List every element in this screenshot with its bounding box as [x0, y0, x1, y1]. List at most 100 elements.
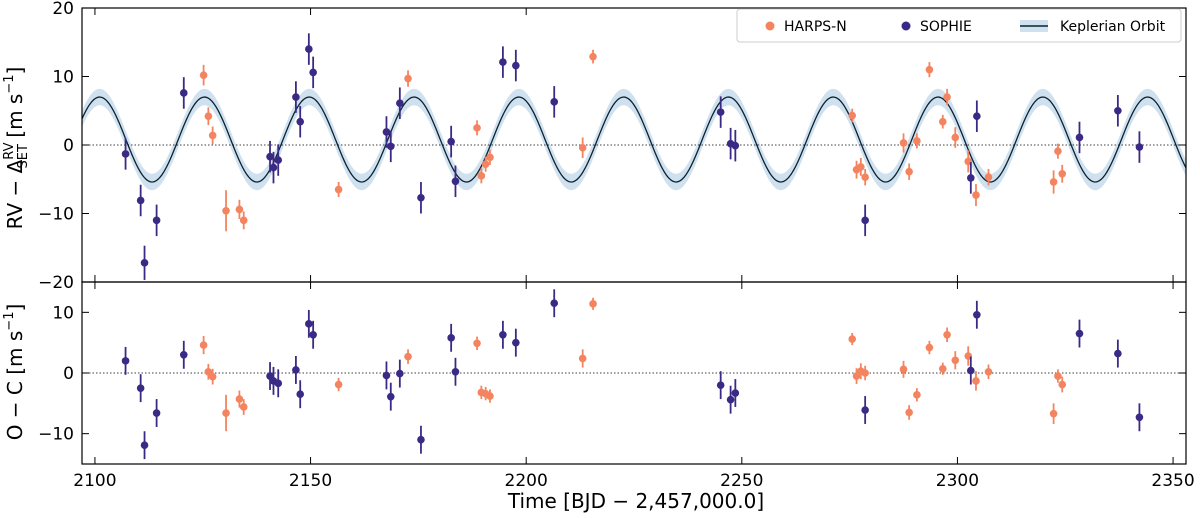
residual-harps-point: [239, 399, 248, 415]
residual-sophie-point: [1114, 339, 1122, 368]
rv-sophie-marker: [274, 156, 283, 164]
rv-sophie-point: [396, 87, 404, 119]
rv-harps-point: [1054, 143, 1062, 159]
rv-harps-marker: [404, 74, 412, 83]
x-axis-label: Time [BJD − 2,457,000.0]: [507, 489, 764, 513]
residual-sophie-point: [731, 379, 740, 407]
rv-sophie-point: [140, 245, 149, 280]
residual-sophie-marker: [1114, 349, 1122, 358]
residual-sophie-marker: [417, 435, 425, 444]
rv-harps-point: [199, 64, 208, 86]
residual-harps-marker: [208, 372, 217, 381]
rv-sophie-point: [731, 129, 740, 162]
rv-sophie-point: [973, 100, 981, 132]
rv-harps-marker: [486, 153, 494, 162]
rv-sophie-point: [1075, 121, 1084, 154]
rv-harps-point: [239, 211, 248, 230]
x-axis-ticks: 2100 2150 2200 2250 2300 2350: [73, 282, 1195, 491]
legend-orbit-label: Keplerian Orbit: [1060, 19, 1166, 35]
x-tick-label: 2200: [505, 471, 548, 491]
rv-y-tick-label: −20: [38, 273, 74, 293]
rv-sophie-marker: [121, 150, 130, 158]
residual-sophie-marker: [512, 338, 520, 347]
residual-harps-point: [972, 371, 980, 391]
rv-harps-point: [404, 70, 412, 87]
rv-sophie-point: [136, 184, 145, 217]
rv-sophie-point: [274, 144, 283, 176]
rv-sophie-point: [512, 49, 520, 82]
rv-sophie-point: [1114, 94, 1122, 127]
residual-sophie-point: [136, 374, 145, 403]
rv-sophie-point: [716, 96, 725, 128]
residual-harps-marker: [486, 392, 494, 400]
residual-harps-point: [404, 349, 412, 364]
rv-harps-point: [1058, 164, 1067, 183]
residual-harps-point: [578, 349, 587, 368]
rv-sophie-marker: [973, 112, 981, 121]
rv-sophie-marker: [396, 99, 404, 108]
rv-sophie-marker: [1114, 106, 1122, 115]
residual-sophie-point: [1135, 403, 1144, 432]
residual-sophie-marker: [382, 371, 391, 380]
rv-harps-point: [589, 49, 597, 64]
residual-harps-marker: [905, 408, 913, 417]
residual-sophie-point: [396, 359, 404, 388]
residual-sophie-point: [447, 323, 455, 352]
rv-data-points: [121, 33, 1144, 280]
residual-harps-marker: [239, 403, 248, 411]
residual-harps-marker: [589, 300, 597, 308]
residual-sophie-point: [296, 380, 305, 409]
residual-sophie-point: [512, 328, 520, 357]
keplerian-uncertainty-band: [82, 88, 1186, 191]
residual-harps-point: [473, 336, 481, 350]
rv-harps-point: [486, 149, 494, 165]
residual-harps-point: [905, 405, 913, 420]
rv-harps-point: [951, 127, 960, 148]
residual-sophie-point: [274, 369, 283, 398]
residual-y-tick-label: 10: [52, 303, 74, 323]
residual-sophie-marker: [731, 389, 740, 397]
residual-sophie-point: [861, 396, 869, 424]
rv-harps-marker: [938, 117, 947, 126]
residual-harps-point: [486, 389, 494, 403]
rv-sophie-marker: [1135, 143, 1144, 151]
rv-sophie-marker: [417, 193, 425, 202]
legend-sophie-label: SOPHIE: [920, 19, 972, 35]
rv-harps-point: [204, 107, 213, 126]
x-tick-label: 2300: [936, 471, 979, 491]
rv-harps-marker: [208, 131, 217, 140]
residual-harps-marker: [334, 380, 343, 389]
rv-harps-marker: [1049, 178, 1058, 186]
residual-harps-marker: [852, 372, 861, 380]
rv-sophie-point: [499, 46, 507, 78]
rv-harps-point: [222, 190, 230, 232]
rv-sophie-marker: [140, 259, 149, 267]
residual-sophie-marker: [140, 441, 149, 449]
residual-sophie-marker: [967, 366, 975, 375]
rv-harps-point: [1049, 170, 1058, 194]
rv-sophie-marker: [967, 174, 975, 182]
rv-harps-marker: [848, 111, 857, 120]
rv-harps-marker: [943, 93, 951, 101]
rv-harps-marker: [235, 205, 244, 214]
residual-sophie-marker: [1075, 329, 1084, 338]
residual-sophie-marker: [447, 334, 455, 342]
residual-harps-point: [984, 364, 993, 380]
residual-sophie-point: [726, 385, 735, 414]
residual-sophie-marker: [386, 392, 395, 401]
residual-sophie-marker: [451, 367, 460, 376]
legend: HARPS-N SOPHIE Keplerian Orbit: [736, 8, 1182, 43]
residual-harps-marker: [972, 377, 980, 385]
residual-harps-point: [1058, 376, 1067, 393]
residual-harps-point: [222, 394, 230, 432]
residual-sophie-point: [973, 300, 981, 329]
residual-sophie-marker: [121, 357, 130, 365]
rv-sophie-point: [309, 56, 317, 89]
rv-sophie-point: [292, 81, 300, 113]
rv-harps-marker: [589, 52, 597, 61]
residual-harps-point: [943, 327, 951, 343]
rv-harps-marker: [925, 65, 934, 74]
rv-harps-marker: [1054, 147, 1062, 155]
rv-harps-marker: [899, 139, 908, 147]
rv-sophie-marker: [269, 163, 278, 172]
